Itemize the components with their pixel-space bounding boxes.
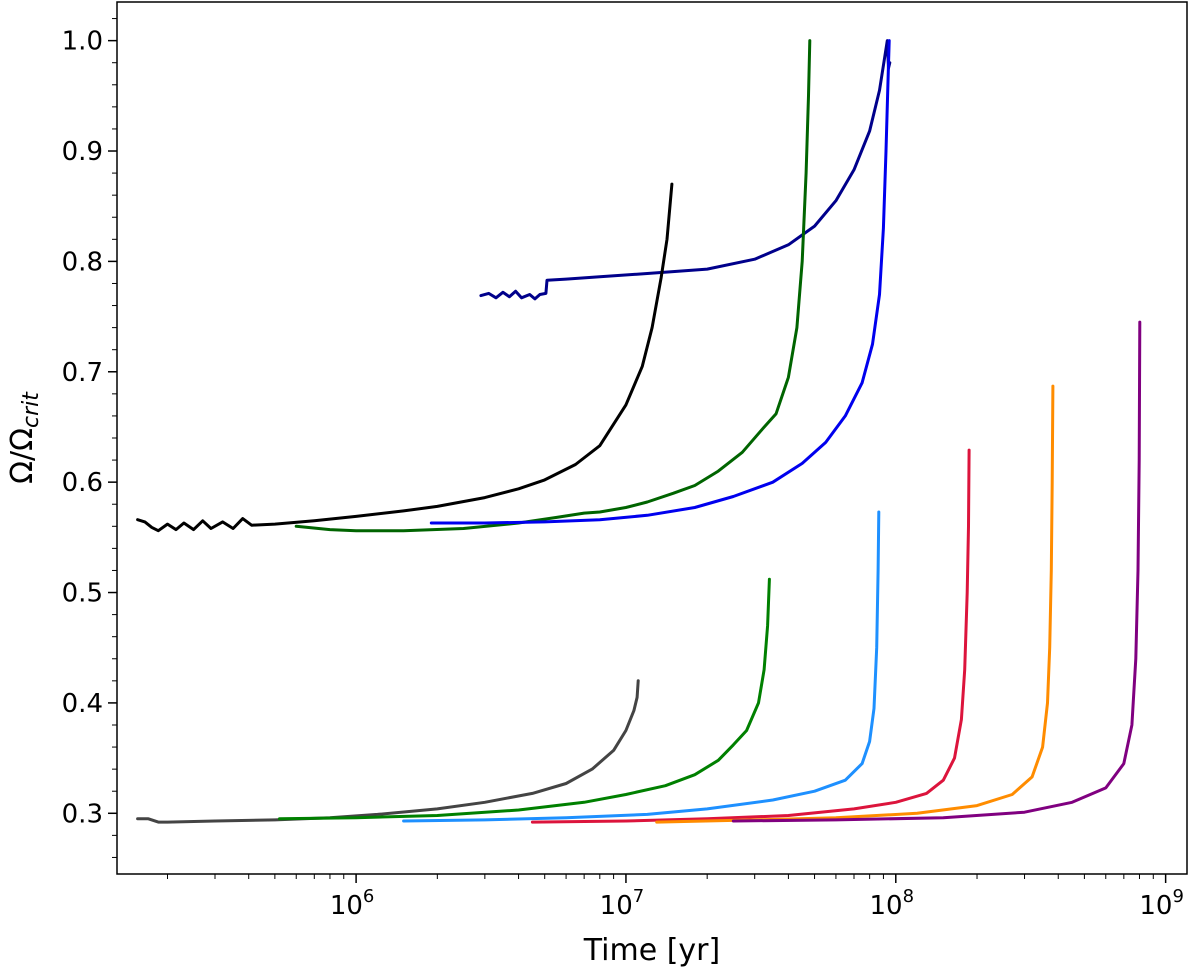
series-line-darkorange (655, 384, 1055, 824)
x-tick-exponent: 9 (1172, 886, 1183, 907)
y-axis-label-sub: crit (19, 391, 44, 428)
series-line-green-lower (278, 577, 771, 821)
x-tick-label: 106 (330, 886, 375, 921)
plot-area (116, 1, 1188, 875)
y-axis-ticks: 0.3 0.4 0.5 0.6 0.7 0.8 0.9 1.0 (62, 27, 117, 829)
x-tick-base: 10 (600, 891, 633, 921)
series-line-gray (136, 679, 640, 824)
x-axis-ticks: 106 107 108 109 (330, 874, 1184, 921)
x-tick-base: 10 (870, 891, 903, 921)
y-axis-minor-ticks (112, 18, 117, 858)
y-axis-label-main: Ω/Ω (5, 428, 40, 484)
y-tick-label: 0.7 (62, 358, 103, 388)
x-tick-label: 109 (1139, 886, 1184, 921)
series-line-blue (429, 39, 891, 525)
x-tick-exponent: 7 (633, 886, 644, 907)
y-axis-label: Ω/Ωcrit (5, 391, 44, 484)
x-tick-exponent: 8 (903, 886, 914, 907)
y-tick-label: 0.5 (62, 579, 103, 609)
y-tick-label: 0.3 (62, 799, 103, 829)
x-tick-base: 10 (1139, 891, 1172, 921)
x-tick-label: 107 (600, 886, 645, 921)
y-tick-label: 0.8 (62, 247, 103, 277)
series-line-green-upper (294, 39, 812, 533)
y-tick-label: 0.9 (62, 137, 103, 167)
series-line-black (136, 182, 674, 533)
x-axis-minor-ticks (166, 874, 1154, 879)
y-tick-label: 1.0 (62, 27, 103, 57)
x-tick-base: 10 (330, 891, 363, 921)
series-line-purple (731, 320, 1142, 823)
x-axis-label: Time [yr] (583, 933, 720, 968)
series-layer (136, 39, 1142, 824)
x-tick-label: 108 (870, 886, 915, 921)
y-tick-label: 0.4 (62, 689, 103, 719)
series-line-crimson (530, 448, 971, 824)
x-tick-exponent: 6 (363, 886, 374, 907)
y-tick-label: 0.6 (62, 468, 103, 498)
series-line-dodgerblue (402, 510, 881, 823)
series-line-navy (479, 39, 892, 301)
